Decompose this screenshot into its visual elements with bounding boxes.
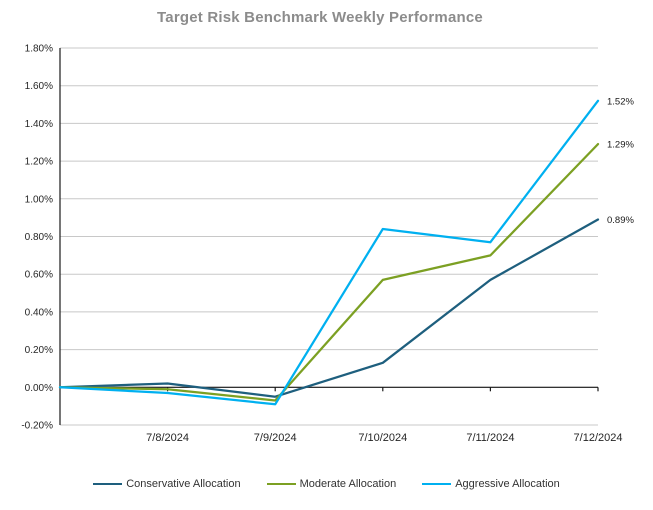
legend-swatch-conservative-allocation bbox=[93, 482, 123, 486]
x-tick-label: 7/12/2024 bbox=[574, 432, 623, 444]
y-tick-label: 0.00% bbox=[25, 383, 53, 394]
x-tick-label: 7/11/2024 bbox=[466, 432, 514, 444]
y-tick-label: -0.20% bbox=[21, 421, 53, 432]
legend-item-conservative-allocation: Conservative Allocation bbox=[93, 478, 241, 490]
y-tick-label: 0.40% bbox=[25, 307, 53, 318]
legend-label-conservative-allocation: Conservative Allocation bbox=[126, 478, 241, 490]
chart-legend: Conservative Allocation Moderate Allocati… bbox=[0, 478, 653, 490]
legend-swatch-aggressive-allocation bbox=[422, 482, 452, 486]
y-tick-label: 0.20% bbox=[25, 345, 53, 356]
legend-swatch-moderate-allocation bbox=[266, 482, 296, 486]
y-tick-label: 1.00% bbox=[25, 194, 53, 205]
y-tick-label: 0.80% bbox=[25, 232, 53, 243]
series-line-aggressive-allocation bbox=[58, 99, 600, 406]
legend-label-aggressive-allocation: Aggressive Allocation bbox=[455, 478, 560, 490]
legend-item-aggressive-allocation: Aggressive Allocation bbox=[422, 478, 560, 490]
legend-item-moderate-allocation: Moderate Allocation bbox=[266, 478, 397, 490]
series-line-conservative-allocation bbox=[58, 218, 600, 398]
chart-title: Target Risk Benchmark Weekly Performance bbox=[157, 9, 483, 26]
y-tick-label: 1.20% bbox=[25, 157, 53, 168]
x-tick-label: 7/8/2024 bbox=[146, 432, 189, 444]
series-line-moderate-allocation bbox=[58, 142, 600, 402]
series-end-label-conservative-allocation: 0.89% bbox=[607, 215, 634, 226]
series-end-label-moderate-allocation: 1.29% bbox=[607, 140, 634, 151]
legend-label-moderate-allocation: Moderate Allocation bbox=[299, 478, 397, 490]
series-end-label-aggressive-allocation: 1.52% bbox=[607, 96, 634, 107]
y-tick-label: 0.60% bbox=[25, 270, 53, 281]
y-tick-label: 1.40% bbox=[25, 119, 53, 130]
x-tick-label: 7/10/2024 bbox=[358, 432, 407, 444]
y-tick-label: 1.80% bbox=[25, 44, 53, 55]
x-tick-label: 7/9/2024 bbox=[254, 432, 297, 444]
y-tick-label: 1.60% bbox=[25, 81, 53, 92]
